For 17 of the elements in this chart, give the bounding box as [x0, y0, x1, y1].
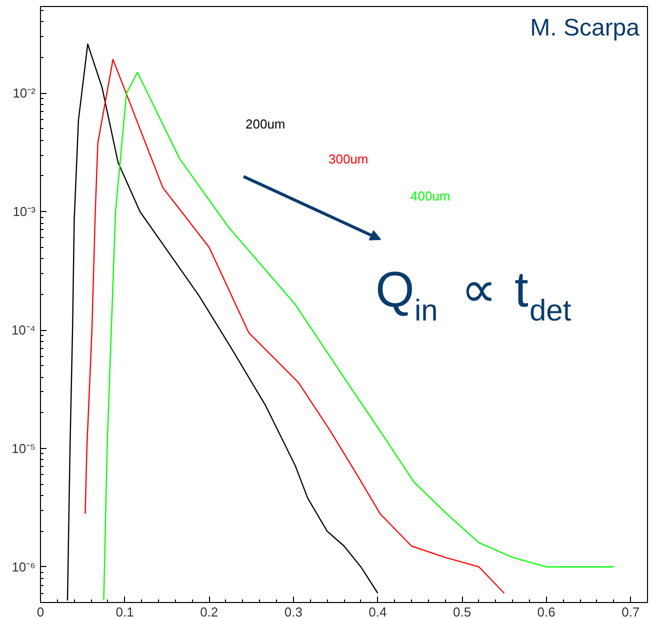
y-tick-label: 10⁻² — [12, 86, 36, 101]
text: 300um — [328, 152, 368, 166]
x-tick-label: 0.5 — [452, 604, 472, 619]
x-tick-label: 0.7 — [622, 604, 640, 619]
x-tick-label: 0 — [36, 604, 44, 619]
x-tick-label: 0.6 — [537, 604, 556, 619]
x-tick-label: 0.3 — [284, 604, 302, 619]
annotation: M. Scarpa — [530, 14, 640, 42]
y-tick-label: 10⁻⁵ — [12, 440, 36, 456]
text: 200um — [246, 116, 286, 132]
y-tick-label: 10⁻⁴ — [11, 322, 36, 338]
x-tick-label: 0.2 — [200, 604, 218, 619]
y-tick-label: 10⁻⁶ — [12, 559, 36, 574]
x-tick-label: 0.4 — [368, 604, 387, 619]
x-tick-label: 0.1 — [116, 604, 134, 619]
y-tick-label: 10⁻³ — [12, 204, 36, 220]
text: 400um — [410, 188, 450, 204]
